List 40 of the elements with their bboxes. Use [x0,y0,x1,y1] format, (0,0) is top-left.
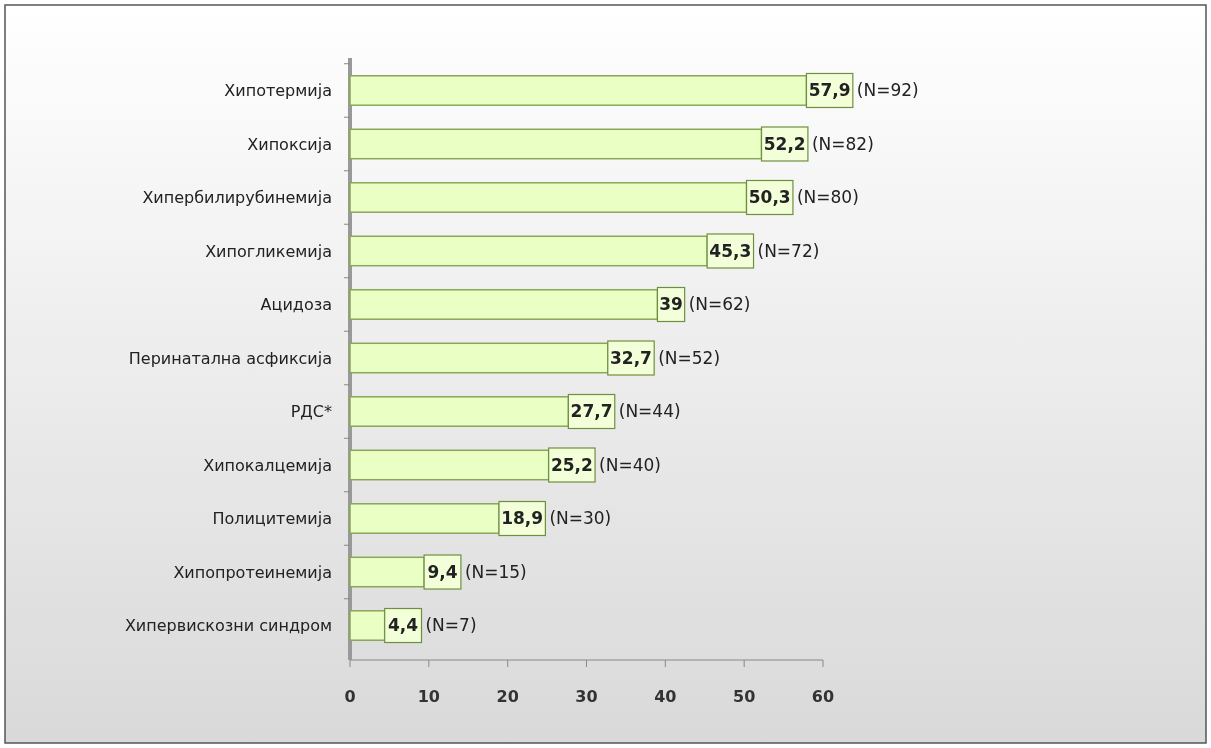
y-tick-label: Хипотермија [224,81,332,101]
annotation: (N=80) [796,187,859,208]
y-tick-label: Ацидоза [260,295,332,315]
annotation: (N=44) [618,401,681,422]
x-tick-label: 50 [733,687,756,706]
data-label: 45,3 [709,240,752,261]
y-tick-label: Хипервискозни синдром [124,616,332,636]
y-tick-label: Хипокалцемија [203,455,332,475]
annotation: (N=62) [688,294,751,315]
data-label: 32,7 [610,347,652,368]
data-label: 50,3 [748,187,791,208]
y-tick-label: Перинатална асфиксија [128,348,332,368]
data-label: 57,9 [808,80,851,101]
annotation: (N=82) [811,133,874,154]
annotation: (N=40) [599,454,661,475]
x-tick-label: 20 [496,687,519,706]
x-tick-label: 60 [811,687,835,706]
x-tick-label: 10 [417,687,440,706]
data-label: 52,2 [763,133,806,154]
data-label: 27,7 [570,401,613,422]
y-tick-label: Хипербилирубинемија [142,188,332,208]
y-tick-label: Полицитемија [212,509,332,529]
annotation: (N=7) [425,615,477,636]
data-label: 9,4 [427,561,458,582]
annotation: (N=92) [856,80,919,101]
data-label: 18,9 [501,508,544,529]
annotation: (N=30) [549,508,612,529]
x-tick-label: 30 [575,687,598,706]
x-tick-label: 40 [654,687,677,706]
y-tick-label: Хипогликемија [205,241,332,261]
data-label: 4,4 [388,615,419,636]
y-tick-label: Хипоксија [247,134,332,154]
y-tick-label: РДС* [290,402,332,422]
y-tick-label: Хипопротеинемија [173,562,332,582]
annotation: (N=15) [464,561,527,582]
annotation: (N=72) [757,240,820,261]
data-label: 25,2 [550,454,593,475]
data-label: 39 [659,294,683,315]
annotation: (N=52) [658,347,721,368]
x-tick-label: 0 [344,687,356,706]
